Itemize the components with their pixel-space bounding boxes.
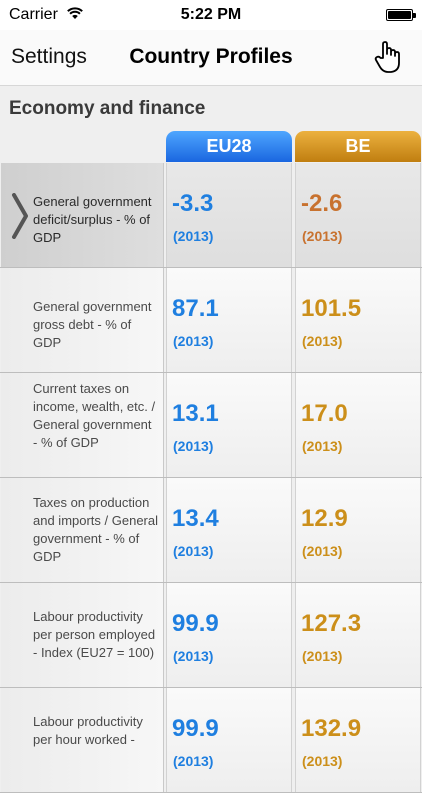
eu28-value-cell: 13.4 (2013) [166,478,292,582]
indicator-label-cell: Current taxes on income, wealth, etc. / … [1,373,164,477]
table-row[interactable]: Taxes on production and imports / Genera… [0,478,422,583]
column-header-be: BE [295,131,421,162]
be-value-cell: 127.3 (2013) [295,583,421,687]
indicator-label-cell: Labour productivity per person employed … [1,583,164,687]
column-header-eu28: EU28 [166,131,292,162]
wifi-icon [67,7,83,19]
be-value-cell: 101.5 (2013) [295,268,421,372]
be-year: (2013) [302,753,343,769]
carrier-label: Carrier [9,6,58,23]
table-row[interactable]: Current taxes on income, wealth, etc. / … [0,373,422,478]
eu28-value-cell: 99.9 (2013) [166,688,292,792]
settings-button[interactable]: Settings [11,45,87,68]
be-value-cell: 17.0 (2013) [295,373,421,477]
section-title: Economy and finance [9,98,206,119]
table-row[interactable]: General government deficit/surplus - % o… [0,163,422,268]
eu28-value: -3.3 [172,190,214,217]
eu28-value-cell: 99.9 (2013) [166,583,292,687]
eu28-year: (2013) [173,438,214,454]
indicator-label: Labour productivity per person employed … [33,609,156,660]
eu28-year: (2013) [173,753,214,769]
eu28-value: 13.1 [172,400,219,427]
navigation-bar: Settings Country Profiles [0,30,422,86]
be-year: (2013) [302,648,343,664]
eu28-value: 99.9 [172,610,219,637]
battery-icon [386,9,416,21]
be-year: (2013) [302,543,343,559]
eu28-value-cell: -3.3 (2013) [166,163,292,267]
indicator-label: General government deficit/surplus - % o… [33,194,152,245]
eu28-value: 13.4 [172,505,219,532]
hand-pointer-icon[interactable] [373,40,403,74]
be-value: -2.6 [301,190,343,217]
indicator-label: Current taxes on income, wealth, etc. / … [33,381,156,450]
indicator-label: Labour productivity per hour worked - [33,714,143,747]
chevron-right-icon [12,193,28,239]
indicator-label-cell: General government deficit/surplus - % o… [1,163,164,267]
be-year: (2013) [302,438,343,454]
be-value: 101.5 [301,295,362,322]
clock: 5:22 PM [180,6,242,23]
eu28-value: 87.1 [172,295,219,322]
eu28-value: 99.9 [172,715,219,742]
table-row[interactable]: Labour productivity per hour worked - 99… [0,688,422,793]
table-row[interactable]: Labour productivity per person employed … [0,583,422,688]
be-value-cell: 132.9 (2013) [295,688,421,792]
be-value-cell: 12.9 (2013) [295,478,421,582]
indicator-label: General government gross debt - % of GDP [33,299,152,350]
eu28-value-cell: 87.1 (2013) [166,268,292,372]
table-row[interactable]: General government gross debt - % of GDP… [0,268,422,373]
be-year: (2013) [302,228,343,244]
indicator-label: Taxes on production and imports / Genera… [33,495,159,564]
eu28-year: (2013) [173,228,214,244]
be-value: 12.9 [301,505,348,532]
eu28-year: (2013) [173,648,214,664]
be-value: 17.0 [301,400,348,427]
eu28-year: (2013) [173,333,214,349]
status-bar: Carrier 5:22 PM [0,0,422,30]
be-value: 132.9 [301,715,362,742]
eu28-value-cell: 13.1 (2013) [166,373,292,477]
indicator-label-cell: Taxes on production and imports / Genera… [1,478,164,582]
indicator-label-cell: Labour productivity per hour worked - [1,688,164,792]
eu28-year: (2013) [173,543,214,559]
page-title: Country Profiles [129,45,293,68]
indicator-table: General government deficit/surplus - % o… [0,163,422,793]
be-value: 127.3 [301,610,362,637]
indicator-label-cell: General government gross debt - % of GDP [1,268,164,372]
be-value-cell: -2.6 (2013) [295,163,421,267]
be-year: (2013) [302,333,343,349]
